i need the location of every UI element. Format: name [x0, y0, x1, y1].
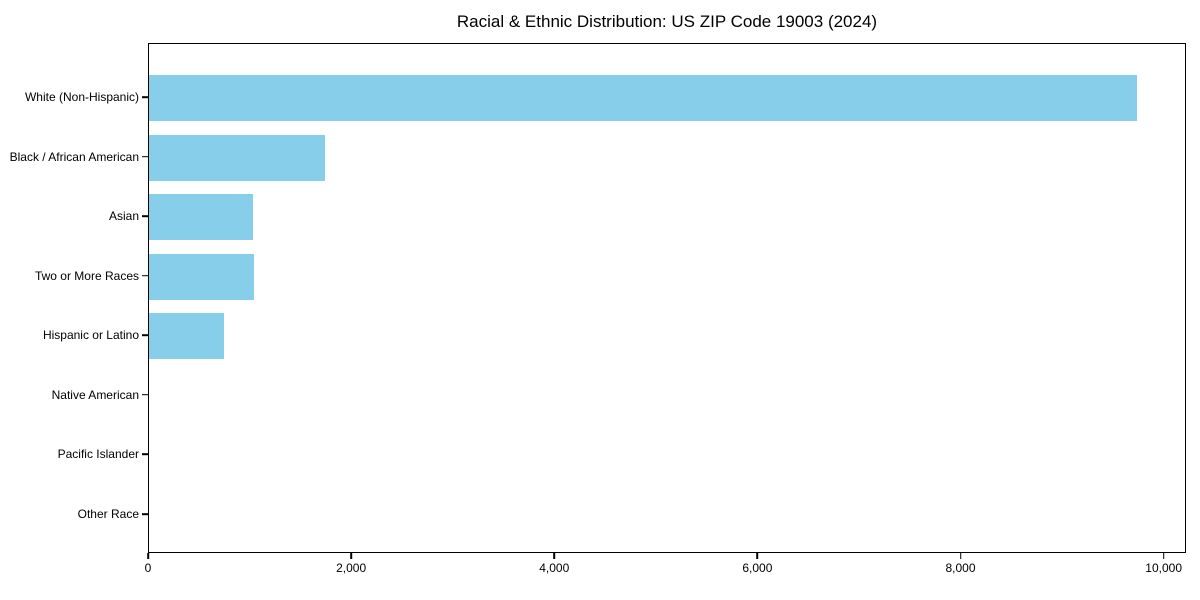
- bar-asian: [149, 194, 254, 241]
- y-axis-label-asian: Asian: [108, 209, 139, 224]
- y-axis-tick-pacific-islander: [142, 453, 148, 456]
- bar-two-or-more-races: [149, 253, 255, 300]
- x-axis-tick-label-8000: 8,000: [945, 561, 976, 575]
- y-axis-tick-other-race: [142, 513, 148, 515]
- y-axis-label-white-non-hispanic: White (Non-Hispanic): [24, 90, 139, 104]
- y-axis-tick-white-non-hispanic: [142, 96, 148, 98]
- y-axis-tick-asian: [142, 215, 148, 217]
- x-axis-tick-8000: [959, 553, 962, 559]
- bar-hispanic-or-latino: [149, 313, 225, 360]
- x-axis-tick-label-6000: 6,000: [742, 561, 773, 575]
- y-axis-tick-native-american: [142, 394, 148, 396]
- y-axis-tick-two-or-more-races: [142, 274, 148, 277]
- x-axis-tick-label-4000: 4,000: [539, 561, 570, 575]
- plot-area: [148, 43, 1186, 553]
- bar-white-non-hispanic: [149, 75, 1138, 121]
- y-axis-label-native-american: Native American: [51, 387, 139, 402]
- bar-black-african-american: [149, 134, 325, 181]
- x-axis-tick-6000: [756, 553, 759, 559]
- y-axis-label-other-race: Other Race: [77, 506, 139, 521]
- y-axis-label-two-or-more-races: Two or More Races: [34, 268, 139, 283]
- x-axis-tick-label-2000: 2,000: [336, 561, 367, 575]
- y-axis-label-hispanic-or-latino: Hispanic or Latino: [42, 328, 139, 343]
- x-axis-tick-label-10000: 10,000: [1145, 561, 1182, 575]
- y-axis-label-pacific-islander: Pacific Islander: [57, 447, 139, 462]
- x-axis-tick-label-0: 0: [144, 561, 152, 575]
- x-axis-tick-0: [147, 553, 149, 559]
- chart-title: Racial & Ethnic Distribution: US ZIP Cod…: [456, 12, 878, 31]
- x-axis-tick-2000: [350, 553, 352, 559]
- y-axis-tick-black-african-american: [142, 155, 148, 158]
- x-axis-tick-10000: [1162, 553, 1165, 559]
- y-axis-tick-hispanic-or-latino: [142, 334, 148, 337]
- y-axis-label-black-african-american: Black / African American: [9, 149, 139, 164]
- x-axis-tick-4000: [553, 553, 556, 559]
